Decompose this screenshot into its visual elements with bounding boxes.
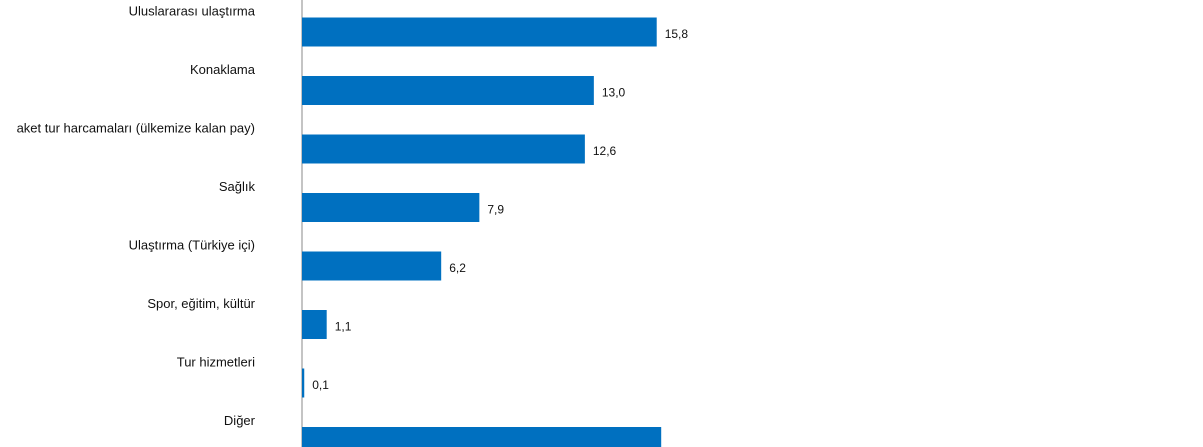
bar xyxy=(302,76,594,105)
y-tick-label: Spor, eğitim, kültür xyxy=(147,296,255,311)
value-label: 15,8 xyxy=(665,27,689,41)
bar xyxy=(302,17,657,47)
bar xyxy=(302,427,662,447)
bar xyxy=(302,193,480,222)
y-tick-label: Sağlık xyxy=(219,179,256,194)
value-label: 7,9 xyxy=(487,203,504,217)
value-label: 6,2 xyxy=(449,261,466,275)
value-label: 12,6 xyxy=(593,144,617,158)
bar xyxy=(302,251,442,281)
value-label: 13,0 xyxy=(602,86,626,100)
bar xyxy=(302,368,305,398)
y-tick-label: Uluslararası ulaştırma xyxy=(129,3,256,18)
bar xyxy=(302,134,585,164)
y-tick-label: Konaklama xyxy=(190,62,256,77)
y-tick-label: Tur hizmetleri xyxy=(177,354,255,369)
value-label: 1,1 xyxy=(335,320,352,334)
y-tick-label: Diğer xyxy=(224,413,256,428)
y-tick-label: aket tur harcamaları (ülkemize kalan pay… xyxy=(17,120,255,135)
bar xyxy=(302,310,327,339)
y-tick-label: Ulaştırma (Türkiye içi) xyxy=(129,237,255,252)
value-label: 0,1 xyxy=(312,378,329,392)
